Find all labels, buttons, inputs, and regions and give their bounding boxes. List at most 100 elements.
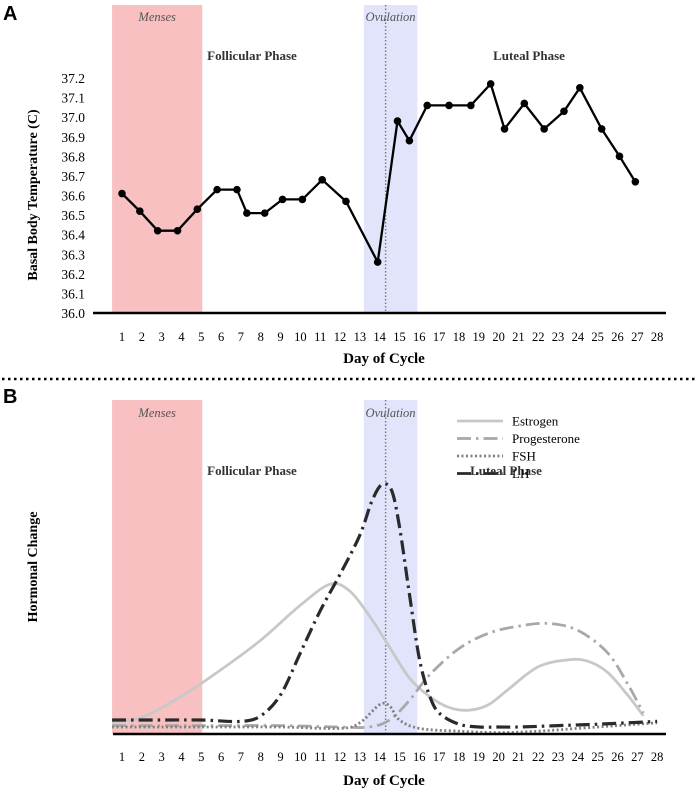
panel-a-x-tick-label: 19 bbox=[473, 330, 486, 344]
panel-a-x-tick-label: 3 bbox=[159, 330, 165, 344]
panel-a-temperature-point bbox=[486, 80, 495, 88]
panel-b-x-tick-label: 27 bbox=[631, 750, 644, 764]
panel-a-temperature-point bbox=[278, 195, 287, 204]
panel-b-phase-label-menses: Menses bbox=[137, 406, 176, 420]
panel-a-temperature-point bbox=[445, 101, 453, 110]
panel-a-y-tick-label: 36.2 bbox=[61, 267, 85, 282]
panel-a-x-tick-label: 25 bbox=[591, 330, 604, 344]
panel-b-phase-band-menses bbox=[112, 400, 203, 734]
panel-a-temperature-point bbox=[342, 197, 350, 206]
panel-a-x-tick-label: 26 bbox=[611, 330, 624, 344]
panel-a-temperature-point bbox=[405, 136, 414, 145]
panel-a-x-tick-label: 17 bbox=[433, 330, 446, 344]
panel-b-x-tick-label: 5 bbox=[198, 750, 204, 764]
panel-a-follicular-phase-label: Follicular Phase bbox=[207, 48, 297, 63]
panel-b-x-tick-label: 13 bbox=[354, 750, 367, 764]
panel-a-label: A bbox=[3, 3, 17, 25]
panel-a-temperature-point bbox=[500, 125, 509, 133]
panel-b-luteal-phase-label: Luteal Phase bbox=[470, 463, 542, 478]
panel-b-series-progesterone bbox=[112, 621, 645, 729]
panel-a-temperature-point bbox=[243, 209, 251, 217]
panel-b-x-tick-label: 6 bbox=[218, 750, 224, 764]
panel-b-series-lh bbox=[112, 482, 658, 729]
panel-b-x-tick-label: 15 bbox=[393, 750, 406, 764]
panel-a-temperature-point bbox=[615, 152, 624, 161]
panel-a-x-tick-label: 4 bbox=[178, 330, 185, 344]
panel-a-temperature-point bbox=[373, 258, 382, 266]
panel-a-y-tick-label: 36.6 bbox=[61, 189, 85, 204]
panel-a-temperature-point bbox=[540, 125, 548, 133]
panel-b-x-tick-label: 26 bbox=[611, 750, 624, 764]
panel-a-temperature-point bbox=[173, 226, 182, 235]
panel-b-x-tick-label: 17 bbox=[433, 750, 446, 764]
panel-a-y-tick-label: 36.0 bbox=[61, 306, 85, 321]
panel-a-temperature-point bbox=[597, 125, 606, 133]
panel-b-chart: Menses Ovulation Follicular Phase Luteal Ph… bbox=[111, 400, 666, 764]
panel-a-temperature-point bbox=[153, 226, 162, 235]
panel-a-temperature-point bbox=[118, 189, 126, 198]
panel-b-follicular-phase-label: Follicular Phase bbox=[207, 463, 297, 478]
panel-a-x-tick-label: 12 bbox=[334, 330, 347, 344]
panel-b-phase-band-ovulation bbox=[363, 400, 418, 734]
panel-a-phase-label-menses: Menses bbox=[137, 10, 176, 24]
panel-a-temperature-point bbox=[193, 205, 202, 214]
panel-a-y-tick-label: 36.5 bbox=[61, 208, 85, 223]
panel-a-temperature-point bbox=[136, 207, 144, 215]
panel-b-x-tick-label: 10 bbox=[294, 750, 307, 764]
panel-b-legend-label-progesterone: Progesterone bbox=[512, 431, 580, 446]
panel-b-x-tick-label: 3 bbox=[159, 750, 165, 764]
panel-a-temperature-line bbox=[121, 81, 637, 266]
panel-a-x-tick-label: 14 bbox=[373, 330, 386, 344]
panel-a-temperature-point bbox=[260, 209, 269, 217]
panel-a-chart: Menses Ovulation Follicular Phase Luteal Ph… bbox=[61, 5, 666, 344]
panel-a-x-tick-label: 18 bbox=[453, 330, 466, 344]
panel-b-x-tick-label: 2 bbox=[139, 750, 145, 764]
panel-a-y-tick-label: 36.7 bbox=[61, 169, 85, 184]
panel-b-x-tick-label: 11 bbox=[314, 750, 326, 764]
panel-b-legend-label-fsh: FSH bbox=[512, 449, 536, 464]
panel-b-y-axis-title: Hormonal Change bbox=[26, 512, 41, 623]
panel-a-x-tick-label: 23 bbox=[552, 330, 565, 344]
panel-a-phase-band-menses bbox=[112, 5, 203, 313]
panel-a-temperature-point bbox=[318, 176, 326, 184]
panel-a-temperature-point bbox=[393, 117, 402, 125]
panel-b-x-axis-title: Day of Cycle bbox=[343, 773, 425, 789]
panel-b-legend-label-estrogen: Estrogen bbox=[512, 414, 559, 429]
panel-b-x-tick-label: 24 bbox=[572, 750, 585, 764]
panel-a-x-tick-label: 15 bbox=[393, 330, 406, 344]
panel-a-x-tick-label: 7 bbox=[238, 330, 244, 344]
panel-a-x-axis-title: Day of Cycle bbox=[343, 351, 425, 367]
panel-a-y-tick-label: 36.4 bbox=[61, 228, 85, 243]
panel-b-x-tick-label: 21 bbox=[512, 750, 525, 764]
panel-b-x-tick-label: 9 bbox=[277, 750, 283, 764]
panel-a-x-tick-label: 8 bbox=[258, 330, 264, 344]
panel-a-temperature-point bbox=[520, 99, 529, 108]
panel-a-temperature-point bbox=[576, 83, 584, 92]
panel-b-x-tick-label: 4 bbox=[178, 750, 185, 764]
panel-b-x-tick-label: 18 bbox=[453, 750, 466, 764]
panel-a-phase-label-ovulation: Ovulation bbox=[366, 10, 416, 24]
panel-a-x-tick-label: 2 bbox=[139, 330, 145, 344]
panel-a-temperature-point bbox=[423, 101, 432, 110]
panel-b-x-tick-label: 14 bbox=[373, 750, 386, 764]
panel-b-x-tick-label: 7 bbox=[238, 750, 244, 764]
panel-a-x-tick-label: 5 bbox=[198, 330, 204, 344]
panel-a-y-tick-label: 36.1 bbox=[61, 286, 85, 301]
panel-a-luteal-phase-label: Luteal Phase bbox=[493, 48, 565, 63]
panel-a-x-tick-label: 24 bbox=[572, 330, 585, 344]
panel-a-x-tick-label: 21 bbox=[512, 330, 525, 344]
panel-b-x-tick-label: 19 bbox=[473, 750, 486, 764]
panel-a-y-tick-label: 37.0 bbox=[61, 110, 85, 125]
panel-b-x-tick-label: 8 bbox=[258, 750, 264, 764]
panel-a-phase-band-ovulation bbox=[363, 5, 418, 313]
panel-b-legend-label-lh: LH bbox=[512, 466, 529, 481]
panel-a-x-tick-label: 11 bbox=[314, 330, 326, 344]
panel-a-temperature-point bbox=[560, 107, 568, 116]
panel-b-phase-label-ovulation: Ovulation bbox=[366, 406, 416, 420]
panel-a-y-tick-label: 36.9 bbox=[61, 130, 85, 145]
panel-b-x-tick-label: 20 bbox=[492, 750, 505, 764]
panel-a-x-tick-label: 1 bbox=[119, 330, 125, 344]
panel-a-x-tick-label: 16 bbox=[413, 330, 426, 344]
panel-a-x-tick-label: 22 bbox=[532, 330, 545, 344]
